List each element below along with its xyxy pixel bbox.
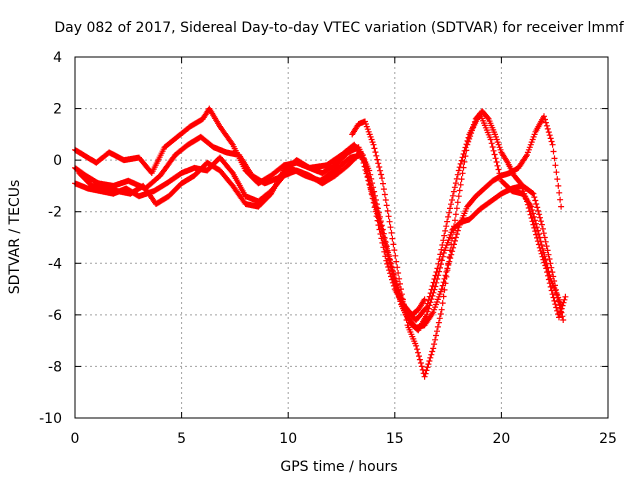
y-tick-label: 2 — [53, 102, 62, 118]
chart-title: Day 082 of 2017, Sidereal Day-to-day VTE… — [54, 20, 624, 36]
series-markers — [349, 108, 569, 380]
x-tick-label: 5 — [177, 431, 186, 447]
y-tick-label: -10 — [39, 411, 62, 427]
y-tick-label: 4 — [53, 50, 62, 66]
x-tick-label: 0 — [71, 431, 80, 447]
series-4 — [349, 108, 569, 380]
data-points — [72, 105, 569, 380]
plot-frame — [74, 56, 609, 419]
x-tick-label: 15 — [386, 431, 404, 447]
y-axis-label: SDTVAR / TECUs — [7, 180, 23, 295]
y-tick-label: 0 — [53, 153, 62, 169]
x-tick-label: 20 — [492, 431, 510, 447]
x-tick-label: 25 — [599, 431, 617, 447]
y-tick-label: -8 — [48, 359, 62, 375]
x-axis-label: GPS time / hours — [280, 459, 397, 475]
y-tick-label: -4 — [48, 256, 62, 272]
x-tick-label: 10 — [279, 431, 297, 447]
y-tick-label: -2 — [48, 205, 62, 221]
y-tick-label: -6 — [48, 308, 62, 324]
